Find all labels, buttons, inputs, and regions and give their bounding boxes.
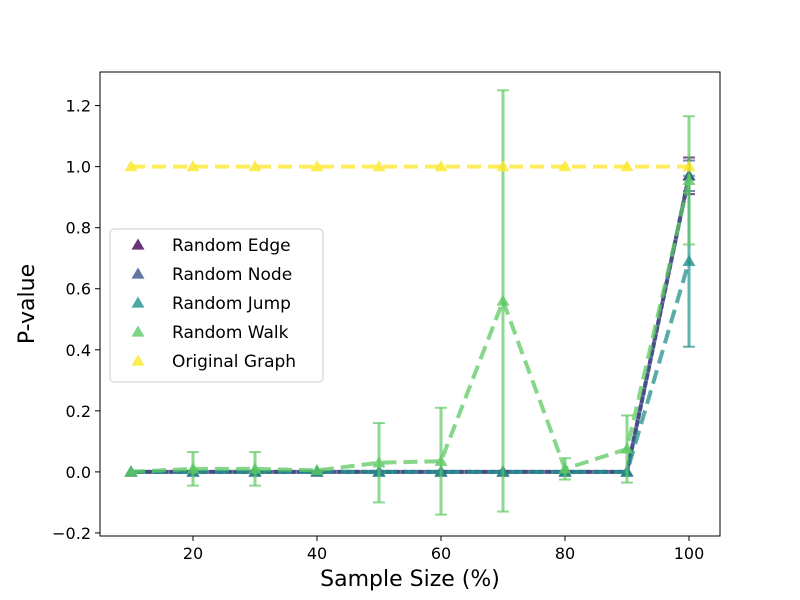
y-tick-label-2: 0.2: [66, 402, 91, 421]
x-tick-label-20: 20: [183, 544, 203, 563]
data-point: [682, 173, 696, 186]
series-original-graph: [124, 160, 696, 172]
legend-marker-random-edge: [131, 238, 145, 250]
y-tick-label-6: 1.0: [66, 158, 91, 177]
y-tick-label-5: 0.8: [66, 219, 91, 238]
x-tick-label-40: 40: [307, 544, 327, 563]
series-line: [131, 260, 691, 474]
data-point: [558, 462, 572, 474]
data-point: [124, 465, 138, 477]
data-point: [372, 160, 386, 172]
legend-label-original-graph: Original Graph: [172, 352, 296, 372]
x-axis-title: Sample Size (%): [320, 567, 500, 592]
y-tick-label-3: 0.4: [66, 341, 91, 360]
data-point: [558, 160, 572, 172]
data-point: [310, 160, 324, 172]
y-tick-label-1: 0.0: [66, 463, 91, 482]
series-line: [130, 179, 691, 474]
data-point: [620, 442, 634, 454]
data-point: [248, 160, 262, 172]
x-tick-label-80: 80: [555, 544, 575, 563]
data-point: [620, 160, 634, 172]
data-point: [186, 160, 200, 172]
y-tick-label-4: 0.6: [66, 280, 91, 299]
plot-frame: [99, 71, 721, 537]
data-point: [186, 462, 200, 474]
legend-label-random-edge: Random Edge: [172, 236, 291, 256]
data-point: [496, 294, 510, 306]
y-tick-label-0: −0.2: [52, 524, 91, 543]
x-tick-label-100: 100: [674, 544, 705, 563]
y-tick-label-7: 1.2: [66, 97, 91, 116]
plot-area: [124, 89, 696, 516]
data-point: [682, 254, 696, 266]
x-tick-label-60: 60: [431, 544, 451, 563]
data-point: [434, 454, 448, 466]
legend-marker-random-jump: [131, 296, 145, 308]
data-point: [496, 160, 510, 172]
data-point: [310, 463, 324, 476]
axes: 20 40 60 80 100 −0.2 0.0 0.2 0.4 0.6 0.8 1.0 1.2: [52, 97, 704, 563]
legend-label-random-jump: Random Jump: [172, 294, 291, 314]
legend-marker-random-node: [131, 267, 145, 279]
legend-marker-random-walk: [131, 325, 145, 337]
data-point: [248, 462, 262, 474]
legend-box: [109, 228, 324, 383]
legend: Random Edge Random Node Random Jump Random …: [109, 228, 324, 383]
data-point: [124, 160, 138, 172]
data-point: [682, 160, 696, 172]
legend-marker-original-graph: [131, 354, 145, 366]
y-axis-title: P-value: [15, 264, 40, 344]
legend-label-random-node: Random Node: [172, 265, 292, 285]
data-point: [434, 160, 448, 172]
data-point: [372, 456, 386, 468]
legend-label-random-walk: Random Walk: [172, 323, 289, 343]
